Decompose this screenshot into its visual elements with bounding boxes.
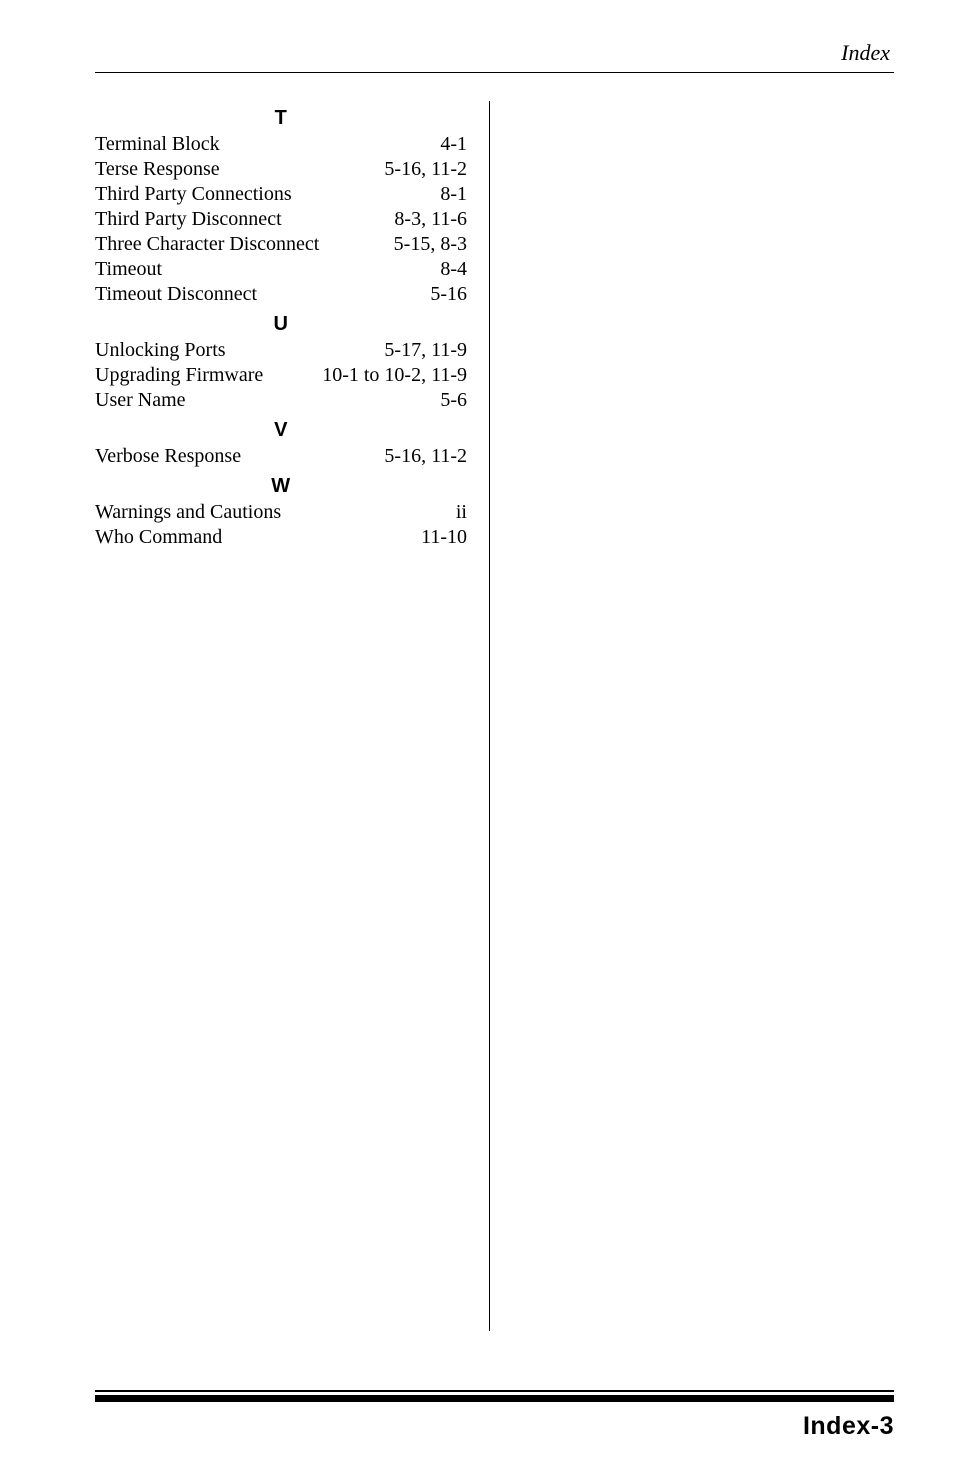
index-pages: 8-1: [440, 182, 467, 207]
index-term: Unlocking Ports: [95, 338, 226, 363]
index-pages: 11-10: [421, 525, 467, 550]
index-term: Third Party Disconnect: [95, 207, 282, 232]
index-entry: Timeout 8-4: [95, 257, 467, 282]
index-pages: 5-6: [440, 388, 467, 413]
index-pages: 10-1 to 10-2, 11-9: [322, 363, 467, 388]
index-pages: 5-16, 11-2: [384, 444, 467, 469]
left-column: TTerminal Block 4-1 Terse Response 5-16, 11…: [95, 101, 490, 1331]
index-term: Upgrading Firmware: [95, 363, 263, 388]
index-term: Verbose Response: [95, 444, 241, 469]
page-number: Index-3: [0, 1412, 954, 1441]
index-entry: Upgrading Firmware 10-1 to 10-2, 11-9: [95, 363, 467, 388]
footer-rule-thin: [95, 1390, 894, 1392]
section-head: U: [95, 313, 467, 336]
index-term: Three Character Disconnect: [95, 232, 319, 257]
index-term: Warnings and Cautions: [95, 500, 281, 525]
index-term: Terse Response: [95, 157, 220, 182]
index-entry: Third Party Disconnect 8-3, 11-6: [95, 207, 467, 232]
index-entry: Three Character Disconnect 5-15, 8-3: [95, 232, 467, 257]
index-pages: 8-4: [440, 257, 467, 282]
index-pages: 5-17, 11-9: [384, 338, 467, 363]
index-pages: ii: [456, 500, 467, 525]
index-pages: 5-16, 11-2: [384, 157, 467, 182]
index-pages: 5-16: [430, 282, 467, 307]
top-rule: [95, 72, 894, 73]
section-head: W: [95, 475, 467, 498]
index-pages: 5-15, 8-3: [394, 232, 467, 257]
running-head: Index: [95, 40, 894, 66]
index-pages: 4-1: [440, 132, 467, 157]
index-term: Terminal Block: [95, 132, 220, 157]
index-term: Timeout: [95, 257, 162, 282]
section-head: T: [95, 107, 467, 130]
index-term: User Name: [95, 388, 186, 413]
index-entry: Unlocking Ports 5-17, 11-9: [95, 338, 467, 363]
index-entry: Terse Response 5-16, 11-2: [95, 157, 467, 182]
footer: Index-3: [0, 1390, 954, 1441]
index-term: Who Command: [95, 525, 222, 550]
index-pages: 8-3, 11-6: [394, 207, 467, 232]
section-head: V: [95, 419, 467, 442]
index-term: Third Party Connections: [95, 182, 292, 207]
footer-rule-thick: [95, 1395, 894, 1402]
index-entry: Verbose Response 5-16, 11-2: [95, 444, 467, 469]
columns: TTerminal Block 4-1 Terse Response 5-16, 11…: [95, 101, 894, 1331]
index-entry: Warnings and Cautions ii: [95, 500, 467, 525]
index-term: Timeout Disconnect: [95, 282, 257, 307]
index-entry: User Name 5-6: [95, 388, 467, 413]
index-entry: Third Party Connections 8-1: [95, 182, 467, 207]
index-entry: Terminal Block 4-1: [95, 132, 467, 157]
index-entry: Timeout Disconnect 5-16: [95, 282, 467, 307]
index-entry: Who Command 11-10: [95, 525, 467, 550]
page: Index TTerminal Block 4-1 Terse Response 5-…: [0, 0, 954, 1475]
